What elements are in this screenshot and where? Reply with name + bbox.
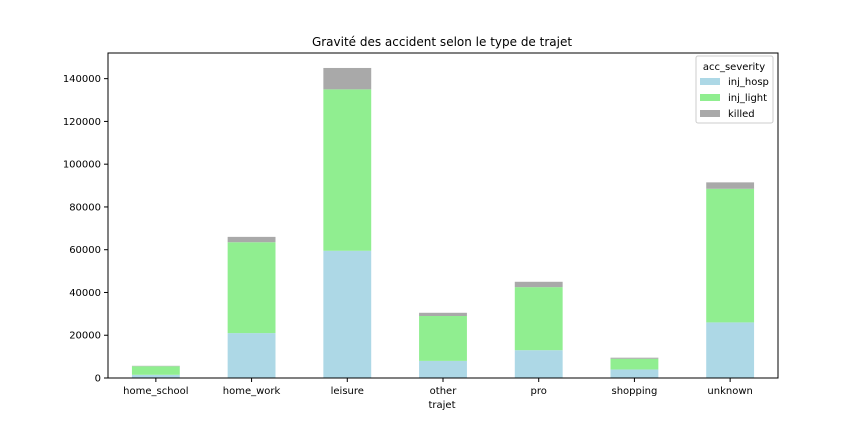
y-tick-label: 60000 [69, 245, 101, 256]
bar-killed-home_work [227, 236, 276, 243]
bar-killed-unknown [706, 182, 755, 189]
legend-title: acc_severity [703, 62, 765, 73]
y-tick-label: 100000 [63, 160, 101, 171]
x-tick-label-unknown: unknown [707, 386, 752, 397]
chart-title: Gravité des accident selon le type de tr… [312, 35, 572, 49]
y-tick-label: 120000 [63, 117, 101, 128]
y-tick-label: 40000 [69, 288, 101, 299]
bar-inj_hosp-home_school [131, 374, 180, 378]
bar-inj_hosp-home_work [227, 333, 276, 378]
bar-inj_light-other [419, 315, 467, 361]
x-tick-label-home_school: home_school [123, 386, 188, 397]
bar-inj_light-unknown [706, 188, 755, 323]
y-tick-label: 0 [95, 374, 101, 385]
y-tick-label: 140000 [63, 74, 101, 85]
bar-inj_light-pro [514, 287, 563, 351]
x-axis-label: trajet [428, 400, 455, 411]
y-tick-label: 20000 [69, 331, 101, 342]
axes-group: 0 20000 40000 60000 80000 100000 120000 140000 h… [63, 52, 779, 397]
bar-killed-shopping [610, 357, 659, 359]
bar-inj_hosp-pro [514, 350, 563, 378]
bar-inj_light-home_work [227, 242, 276, 334]
legend-label-killed: killed [728, 109, 755, 120]
x-tick-label-other: other [430, 386, 458, 397]
x-tick-label-home_work: home_work [223, 386, 281, 397]
legend-label-inj_light: inj_light [728, 93, 767, 104]
bar-inj_hosp-unknown [706, 322, 755, 378]
x-tick-label-shopping: shopping [612, 386, 658, 397]
y-tick-label: 80000 [69, 202, 101, 213]
x-tick-label-leisure: leisure [331, 386, 364, 397]
bar-inj_hosp-other [419, 360, 467, 378]
legend-box [695, 55, 774, 124]
bar-inj_light-leisure [323, 89, 372, 251]
bar-inj_light-shopping [610, 358, 659, 370]
bar-inj_hosp-leisure [323, 250, 372, 378]
bar-inj_hosp-shopping [610, 369, 659, 378]
legend-label-inj_hosp: inj_hosp [728, 77, 769, 88]
bar-killed-leisure [323, 67, 372, 90]
legend-swatch-inj_light [700, 94, 720, 101]
bar-inj_light-home_school [131, 366, 180, 375]
bar-killed-other [419, 312, 467, 316]
bars-group [131, 67, 755, 378]
legend-swatch-inj_hosp [700, 78, 720, 85]
legend-swatch-killed [700, 110, 720, 117]
x-tick-label-pro: pro [531, 386, 547, 397]
bar-killed-pro [514, 281, 563, 288]
